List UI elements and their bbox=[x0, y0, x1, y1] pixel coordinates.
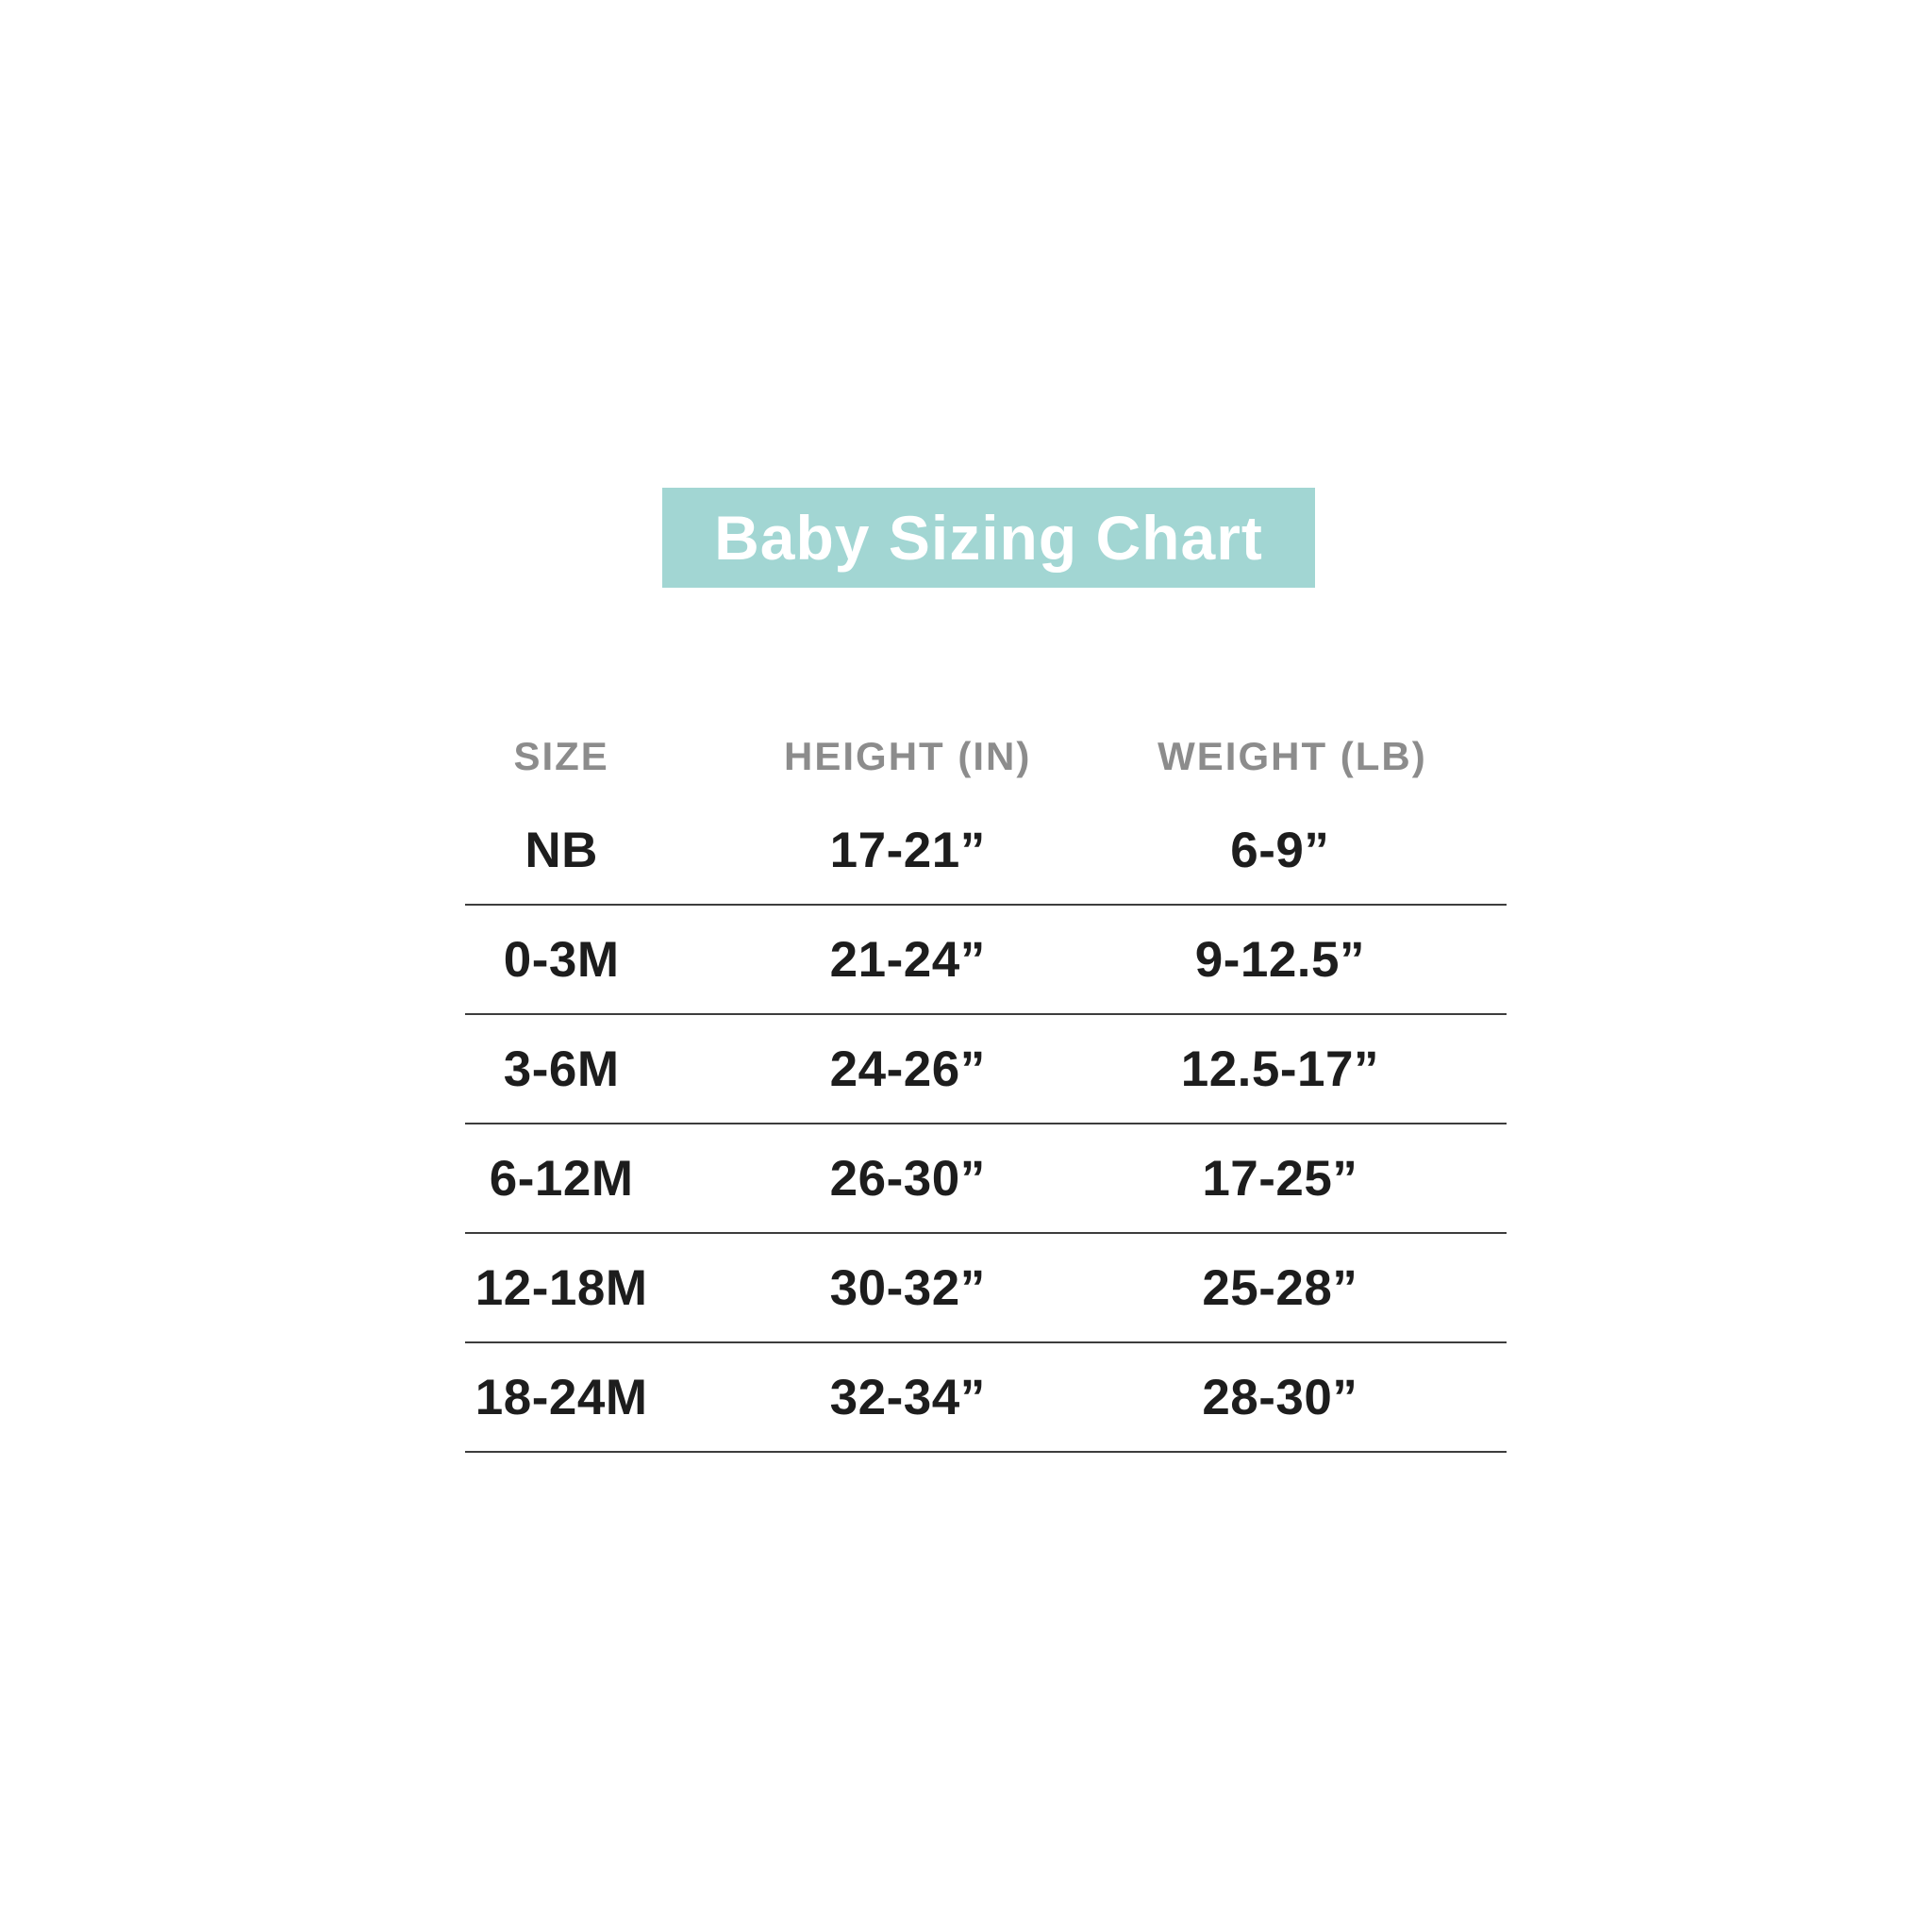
height-value: 21-24” bbox=[829, 931, 986, 988]
weight-value: 6-9” bbox=[1230, 822, 1330, 878]
size-value: 3-6M bbox=[503, 1041, 620, 1097]
height-value: 30-32” bbox=[829, 1259, 986, 1316]
table-row-6-12m: 6-12M 26-30” 17-25” bbox=[465, 1124, 1507, 1234]
weight-value: 28-30” bbox=[1202, 1369, 1358, 1425]
table-row-0-3m: 0-3M 21-24” 9-12.5” bbox=[465, 906, 1507, 1015]
weight-value: 17-25” bbox=[1202, 1150, 1358, 1207]
column-header-weight: WEIGHT (LB) bbox=[1158, 734, 1427, 778]
height-value: 26-30” bbox=[829, 1150, 986, 1207]
table-row-3-6m: 3-6M 24-26” 12.5-17” bbox=[465, 1015, 1507, 1124]
size-value: 18-24M bbox=[475, 1369, 648, 1425]
size-value: NB bbox=[525, 822, 598, 878]
height-value: 32-34” bbox=[829, 1369, 986, 1425]
chart-title-banner: Baby Sizing Chart bbox=[662, 488, 1315, 588]
page-title: Baby Sizing Chart bbox=[714, 503, 1263, 573]
height-value: 24-26” bbox=[829, 1041, 986, 1097]
weight-value: 12.5-17” bbox=[1180, 1041, 1379, 1097]
weight-value: 9-12.5” bbox=[1194, 931, 1365, 988]
height-value: 17-21” bbox=[829, 822, 986, 878]
size-value: 6-12M bbox=[489, 1150, 634, 1207]
table-row-18-24m: 18-24M 32-34” 28-30” bbox=[465, 1343, 1507, 1453]
weight-value: 25-28” bbox=[1202, 1259, 1358, 1316]
table-row-12-18m: 12-18M 30-32” 25-28” bbox=[465, 1234, 1507, 1343]
table-header-row: SIZE HEIGHT (IN) WEIGHT (LB) bbox=[465, 717, 1507, 796]
sizing-table: SIZE HEIGHT (IN) WEIGHT (LB) NB 17-21” 6… bbox=[465, 717, 1507, 1453]
column-header-size: SIZE bbox=[513, 734, 609, 778]
size-value: 0-3M bbox=[503, 931, 620, 988]
column-header-height: HEIGHT (IN) bbox=[784, 734, 1032, 778]
table-row-nb: NB 17-21” 6-9” bbox=[465, 796, 1507, 906]
size-value: 12-18M bbox=[475, 1259, 648, 1316]
